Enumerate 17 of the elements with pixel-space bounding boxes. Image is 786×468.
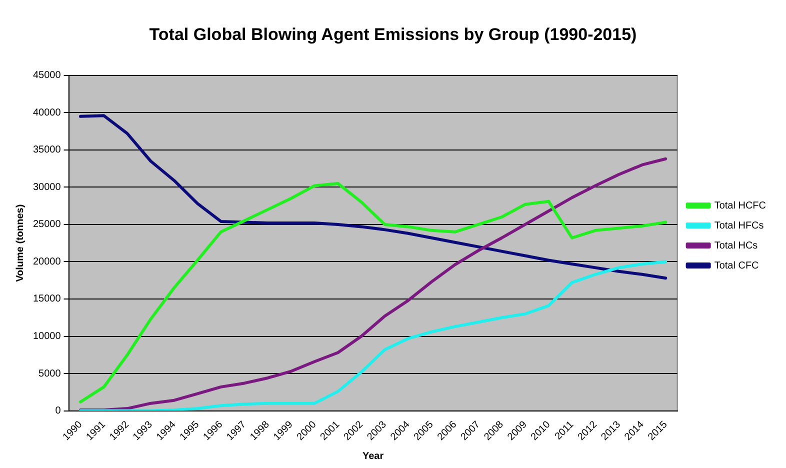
y-tick-label: 30000 — [32, 182, 62, 193]
y-tick-label: 10000 — [32, 331, 62, 342]
legend-label: Total CFC — [714, 260, 759, 272]
legend-label: Total HFCs — [714, 220, 764, 232]
y-tick-label: 35000 — [32, 144, 62, 156]
y-tick-label: 45000 — [32, 70, 62, 82]
legend-label: Total HCFC — [714, 200, 766, 212]
chart-title: Total Global Blowing Agent Emissions by Group (1990-2015) — [149, 24, 637, 44]
y-tick-label: 5000 — [38, 368, 62, 380]
x-axis-title: Year — [362, 450, 384, 462]
y-tick-label: 15000 — [32, 294, 62, 305]
y-tick-label: 25000 — [32, 219, 62, 230]
legend-label: Total HCs — [714, 240, 758, 252]
y-axis-title: Volume (tonnes) — [14, 204, 26, 282]
y-tick-label: 40000 — [32, 107, 62, 118]
y-tick-label: 20000 — [32, 256, 62, 268]
y-tick-label: 0 — [55, 406, 62, 417]
